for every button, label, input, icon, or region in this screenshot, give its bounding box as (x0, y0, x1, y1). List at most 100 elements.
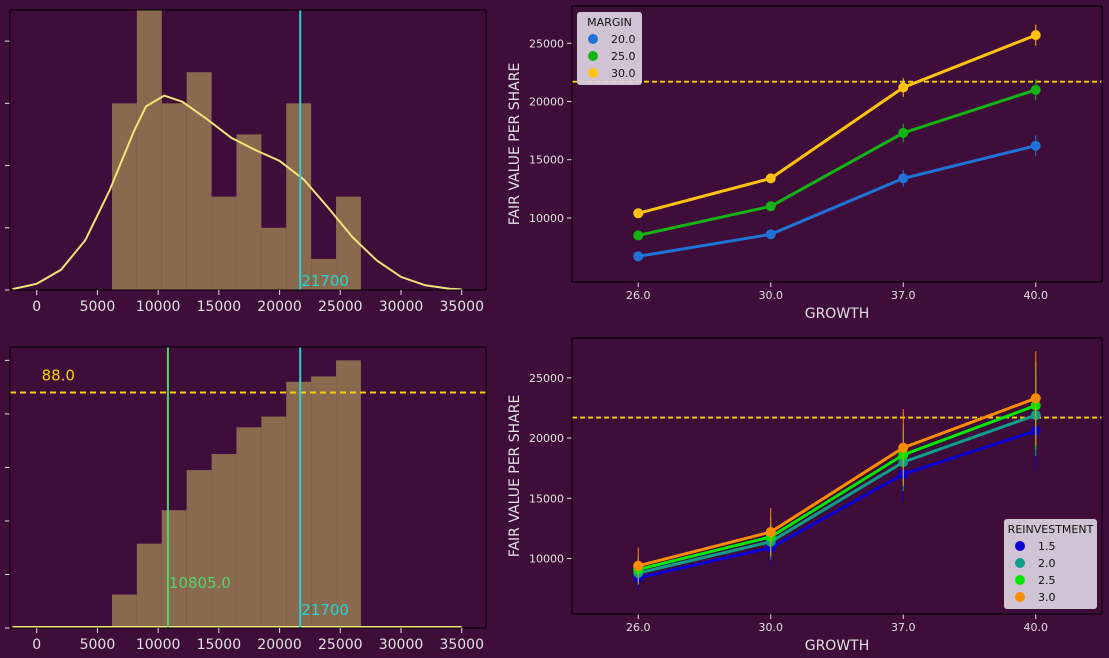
x-tick-label: 30000 (379, 637, 424, 653)
legend-marker (1015, 541, 1025, 551)
series-point (1030, 140, 1041, 151)
x-tick-label: 20000 (257, 637, 302, 653)
cumulative-bar (211, 454, 237, 628)
cumulative-panel: 88.0 10805.0 21700 0 5000 10000 15000 20000 2500… (5, 346, 487, 653)
series-point (898, 127, 909, 138)
y-tick-label: 10000 (529, 553, 564, 566)
legend-label: 3.0 (1038, 591, 1056, 604)
x-tick-label: 5000 (80, 299, 116, 315)
reinvestment-line-panel: 10000 15000 20000 25000 26.0 30.0 37.0 40.0 GROW… (507, 337, 1103, 654)
histogram-bar (161, 103, 187, 290)
kde-curve (12, 94, 462, 291)
x-tick-label: 20000 (257, 299, 302, 315)
probability-label: 88.0 (42, 366, 75, 384)
series-point (765, 527, 776, 538)
cumulative-bar (336, 360, 361, 628)
y-tick-label: 10000 (529, 212, 564, 225)
cumulative-bar (261, 416, 287, 628)
histogram-bar (211, 196, 237, 290)
series-point (633, 230, 644, 241)
cumulative-bar (136, 543, 162, 628)
legend-marker (1015, 575, 1025, 585)
cumulative-bar (161, 510, 187, 628)
x-tick-label: 5000 (80, 637, 116, 653)
series-point (765, 229, 776, 240)
x-tick-label: 35000 (439, 299, 484, 315)
x-tick-label: 15000 (197, 299, 242, 315)
x-tick-label: 25000 (318, 637, 363, 653)
series-line (637, 396, 1037, 568)
x-tick-label: 0 (32, 637, 41, 653)
series-line (638, 144, 1037, 258)
series-point (898, 442, 909, 453)
series-point (1030, 84, 1041, 95)
x-tick-label: 15000 (197, 637, 242, 653)
legend-label: 20.0 (611, 33, 636, 46)
series-point (1030, 393, 1041, 404)
histogram-bar (186, 72, 212, 290)
histogram-bar (336, 196, 361, 290)
x-tick-label: 40.0 (1024, 289, 1049, 302)
cumulative-bar (286, 381, 312, 628)
legend-marker (588, 51, 598, 61)
histogram-bar (236, 134, 262, 290)
cumulative-bar (311, 376, 337, 628)
series-point (765, 201, 776, 212)
y-tick-label: 25000 (529, 372, 564, 385)
x-axis-label: GROWTH (805, 638, 870, 654)
plot-frame (571, 337, 1103, 615)
margin-line-panel: 10000 15000 20000 25000 26.0 30.0 37.0 40.0 GROW… (507, 5, 1103, 322)
legend-marker (588, 34, 598, 44)
legend-label: 25.0 (611, 50, 636, 63)
series-point (765, 173, 776, 184)
x-axis-label: GROWTH (805, 306, 870, 322)
x-tick-label: 35000 (439, 637, 484, 653)
x-tick-label: 10000 (136, 637, 181, 653)
series-point (898, 173, 909, 184)
x-tick-label: 37.0 (891, 621, 916, 634)
y-tick-label: 20000 (529, 432, 564, 445)
histogram-bar (136, 10, 162, 290)
series-line (637, 404, 1037, 571)
legend-box (577, 12, 642, 85)
legend: MARGIN 20.0 25.0 30.0 (577, 12, 642, 85)
x-tick-label: 30.0 (759, 621, 784, 634)
cumulative-bar (186, 470, 212, 628)
x-tick-label: 25000 (318, 299, 363, 315)
x-tick-label: 10000 (136, 299, 181, 315)
histogram-kde-panel: 21700 0 5000 10000 15000 20000 25000 30000 35000 (5, 9, 487, 315)
legend-title: MARGIN (587, 16, 632, 29)
histogram-bar (261, 227, 287, 290)
x-tick-label: 30.0 (759, 289, 784, 302)
legend-marker (588, 68, 598, 78)
series-point (633, 560, 644, 571)
x-tick-label: 30000 (379, 299, 424, 315)
series-line (637, 33, 1037, 215)
x-tick-label: 26.0 (626, 289, 651, 302)
legend-label: 2.0 (1038, 557, 1056, 570)
x-tick-label: 26.0 (626, 621, 651, 634)
y-axis-label: FAIR VALUE PER SHARE (507, 395, 523, 558)
target-price-label: 21700 (301, 272, 349, 290)
series-point (898, 82, 909, 93)
cumulative-bar (112, 594, 137, 628)
series-point (633, 251, 644, 262)
legend: REINVESTMENT 1.5 2.0 2.5 3.0 (1004, 519, 1097, 609)
x-tick-label: 0 (32, 299, 41, 315)
series-point (633, 208, 644, 219)
legend-marker (1015, 592, 1025, 602)
cumulative-bar (236, 427, 262, 628)
legend-label: 30.0 (611, 67, 636, 80)
y-tick-label: 20000 (529, 95, 564, 108)
legend-label: 2.5 (1038, 574, 1056, 587)
plot-frame (9, 346, 487, 629)
legend-marker (1015, 558, 1025, 568)
x-tick-label: 37.0 (891, 289, 916, 302)
series-line (637, 429, 1037, 580)
series-line (637, 413, 1037, 575)
histogram-bar (311, 258, 337, 290)
x-tick-label: 40.0 (1024, 621, 1049, 634)
y-axis-label: FAIR VALUE PER SHARE (507, 63, 523, 226)
series-point (1030, 30, 1041, 41)
